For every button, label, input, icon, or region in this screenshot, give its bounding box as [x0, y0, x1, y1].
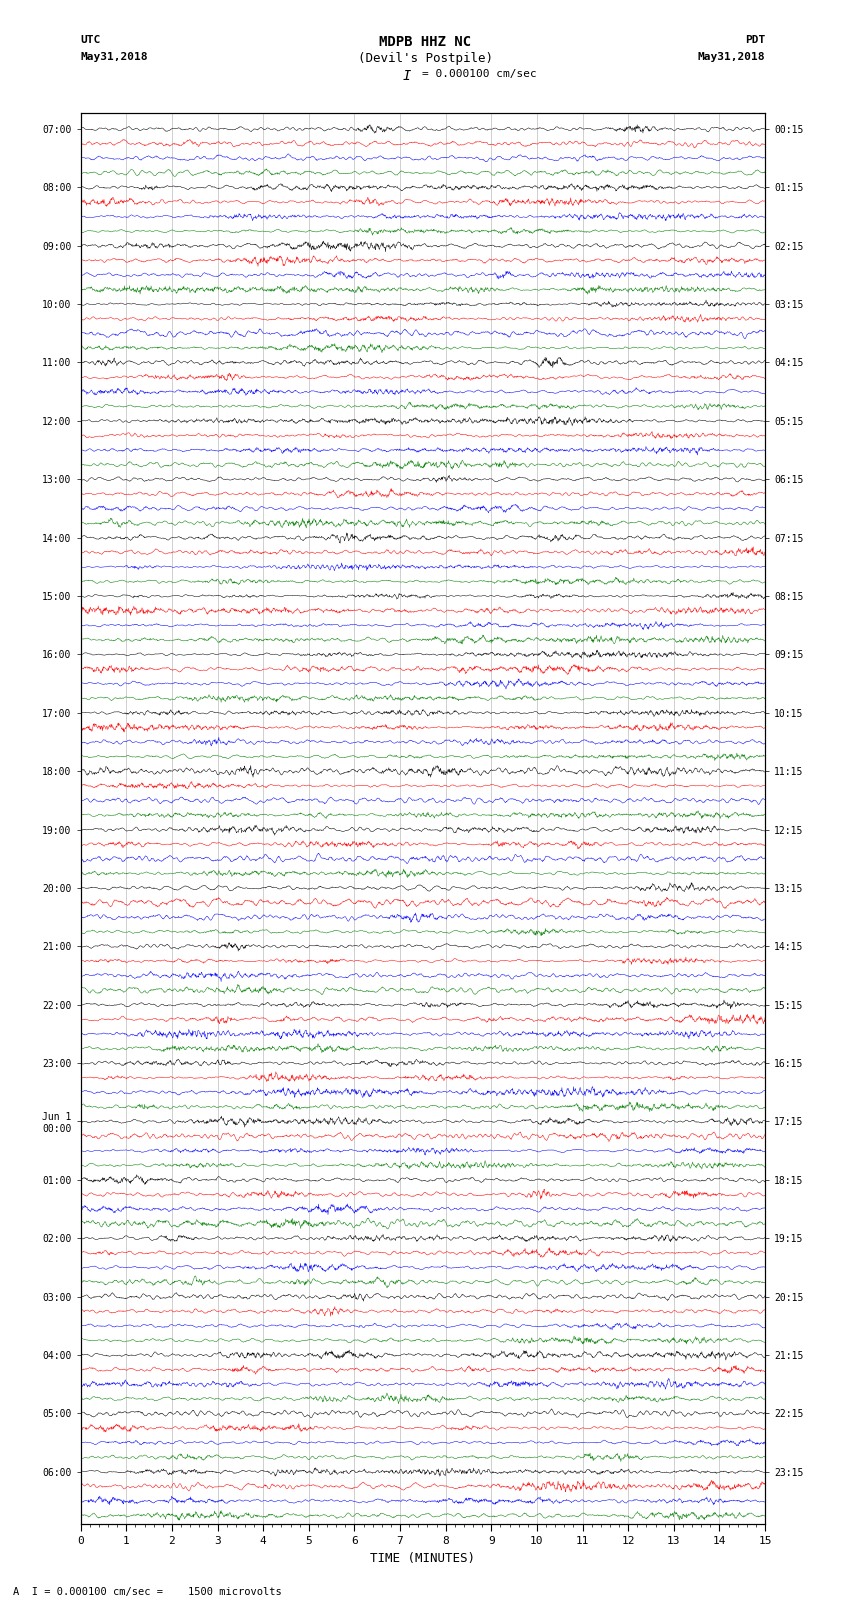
Text: May31,2018: May31,2018 — [698, 52, 765, 61]
Text: = 0.000100 cm/sec: = 0.000100 cm/sec — [422, 69, 536, 79]
Text: May31,2018: May31,2018 — [81, 52, 148, 61]
Text: A  I = 0.000100 cm/sec =    1500 microvolts: A I = 0.000100 cm/sec = 1500 microvolts — [13, 1587, 281, 1597]
X-axis label: TIME (MINUTES): TIME (MINUTES) — [371, 1552, 475, 1565]
Text: UTC: UTC — [81, 35, 101, 45]
Text: (Devil's Postpile): (Devil's Postpile) — [358, 52, 492, 65]
Text: PDT: PDT — [745, 35, 765, 45]
Text: I: I — [402, 69, 411, 84]
Text: MDPB HHZ NC: MDPB HHZ NC — [379, 35, 471, 50]
